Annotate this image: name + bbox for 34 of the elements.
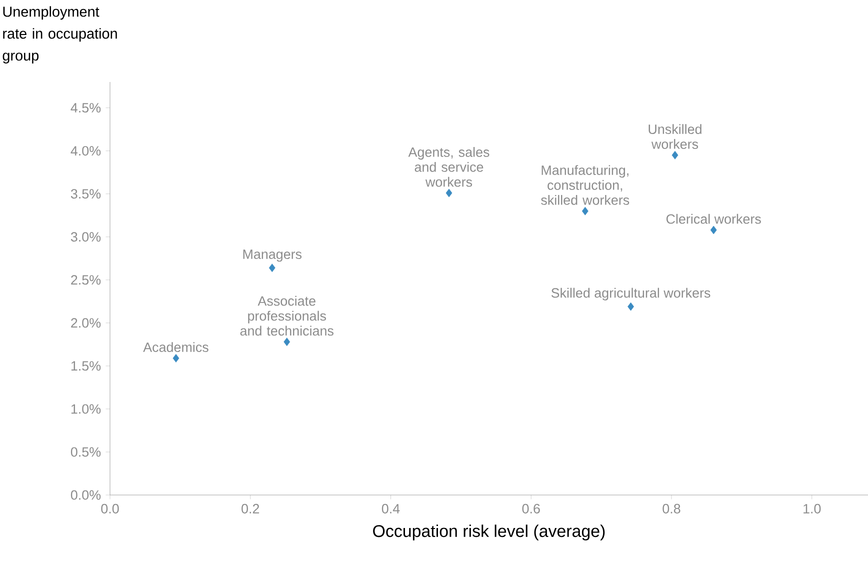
point bbox=[284, 338, 290, 346]
y-tick-label: 3.5% bbox=[70, 189, 101, 199]
annotation: Associate professionals and technicians bbox=[240, 296, 334, 336]
y-tick-label: 0.0% bbox=[70, 490, 101, 500]
x-tick-label: 1.0 bbox=[804, 504, 821, 514]
x-axis-title: Occupation risk level (average) bbox=[373, 524, 605, 540]
x-tick-label: 0.4 bbox=[382, 504, 400, 514]
annotation: Clerical workers bbox=[666, 214, 761, 224]
annotation: Academics bbox=[143, 342, 208, 352]
annotation: Skilled agricultural workers bbox=[551, 288, 710, 300]
y-tick-label: 3.0% bbox=[70, 232, 101, 242]
y-axis-title: Unemployment rate in occupation group bbox=[2, 6, 117, 64]
point bbox=[628, 302, 634, 311]
x-tick-label: 0.0 bbox=[101, 504, 119, 514]
annotation: Manufacturing, construction, skilled workers bbox=[541, 165, 630, 205]
y-tick-label: 2.5% bbox=[71, 275, 101, 285]
y-tick-label: 2.0% bbox=[71, 318, 101, 328]
y-tick-label: 0.5% bbox=[70, 447, 101, 457]
point bbox=[582, 206, 588, 216]
y-tick-label: 4.5% bbox=[70, 103, 101, 113]
annotation: Managers bbox=[243, 250, 302, 262]
x-tick-label: 0.6 bbox=[522, 504, 540, 514]
point bbox=[446, 188, 452, 198]
x-tick-label: 0.2 bbox=[242, 504, 260, 514]
point bbox=[672, 150, 678, 160]
point bbox=[268, 264, 276, 272]
point bbox=[172, 354, 180, 362]
x-tick-label: 0.8 bbox=[662, 504, 680, 514]
annotation: Agents, sales and service workers bbox=[408, 147, 490, 187]
point bbox=[710, 226, 717, 234]
y-tick-label: 1.0% bbox=[71, 404, 101, 414]
y-tick-label: 1.5% bbox=[71, 361, 101, 371]
annotation: Unskilled workers bbox=[648, 124, 702, 149]
y-tick-label: 4.0% bbox=[70, 146, 101, 156]
